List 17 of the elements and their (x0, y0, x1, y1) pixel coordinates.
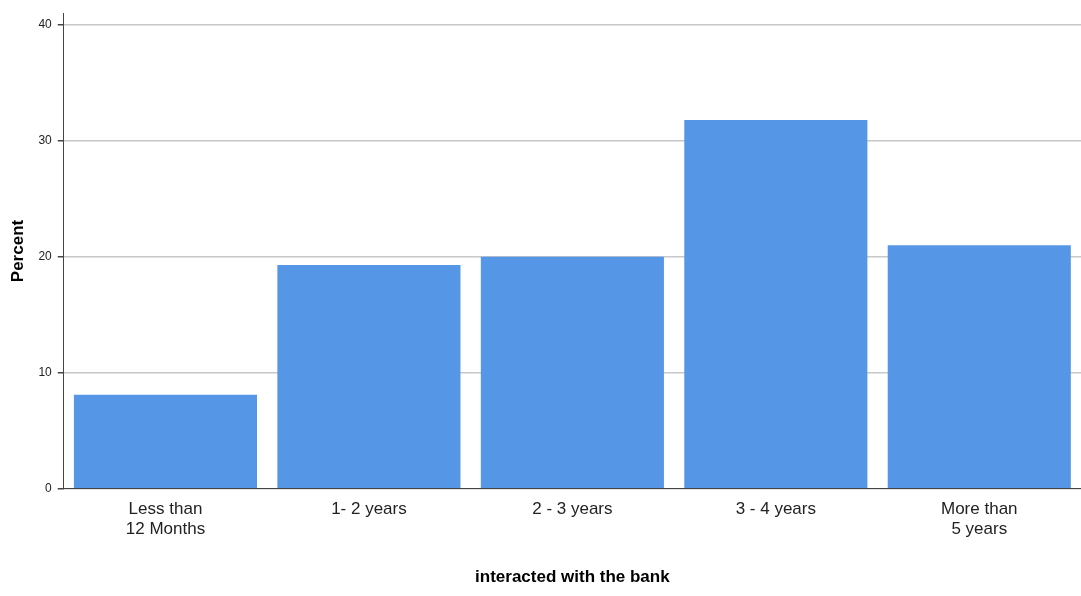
y-tick-label: 20 (38, 249, 53, 264)
x-tick-label: 3 - 4 years (735, 498, 816, 518)
y-tick-label: 30 (38, 133, 53, 148)
bar (277, 264, 461, 489)
bar (73, 394, 258, 489)
x-tick-label: More than 5 years (941, 498, 1018, 539)
x-tick-label: 2 - 3 years (532, 498, 613, 518)
x-tick-label: 1- 2 years (331, 498, 407, 518)
y-tick-label: 40 (38, 17, 53, 32)
y-axis-title: Percent (7, 219, 27, 283)
x-tick-label: Less than 12 Months (125, 498, 206, 539)
y-tick-label: 10 (38, 365, 53, 380)
y-tick-label: 0 (45, 481, 53, 496)
bar (480, 256, 664, 489)
bar (684, 119, 868, 489)
x-axis-title: interacted with the bank (475, 567, 671, 587)
bar (887, 245, 1071, 489)
